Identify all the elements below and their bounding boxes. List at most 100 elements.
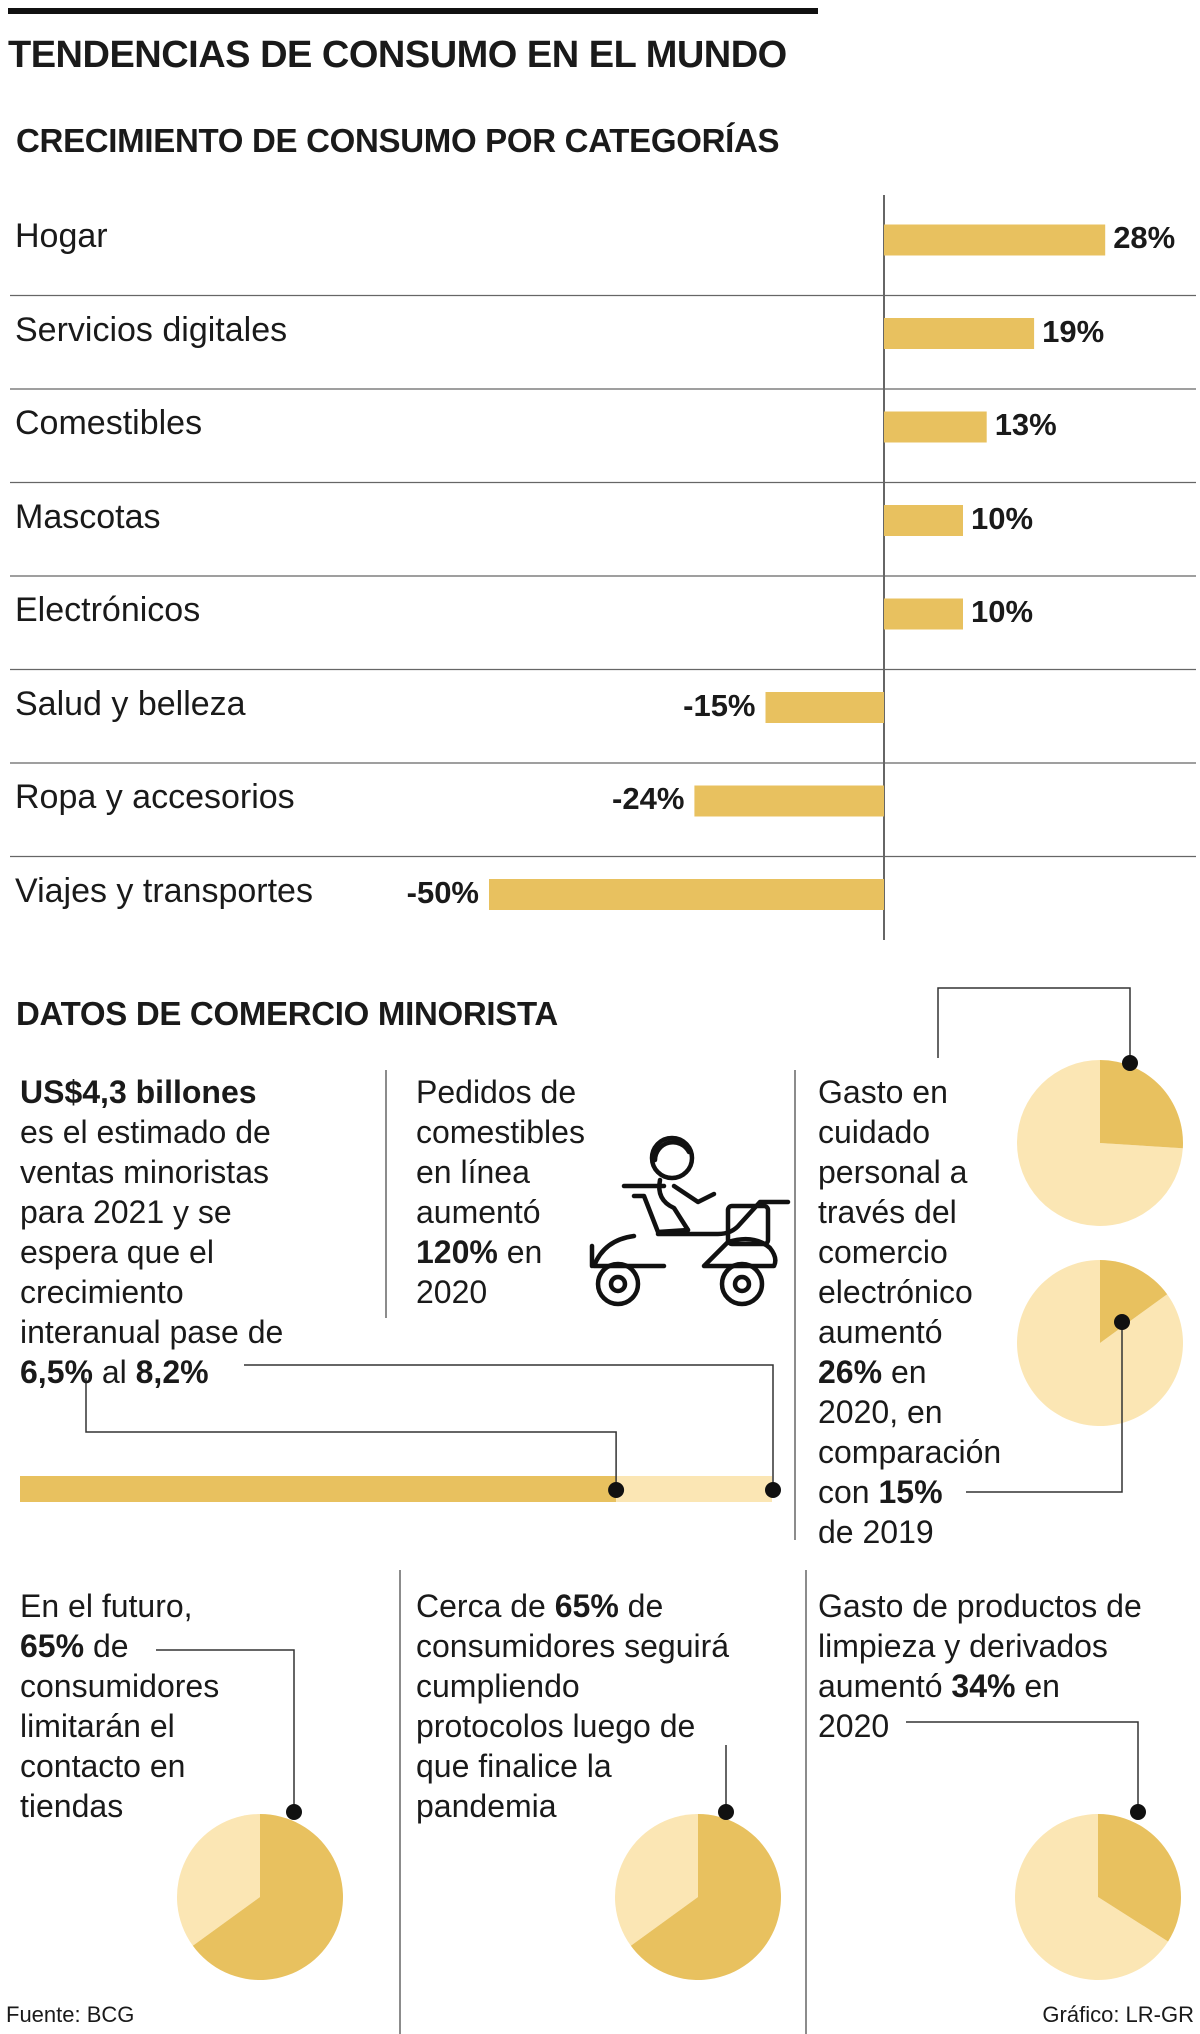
leader-6-5 — [85, 1378, 617, 1490]
retail-sales-line: interanual pase de — [20, 1314, 284, 1350]
value-label: 19% — [1042, 313, 1105, 349]
value-label: 10% — [971, 594, 1034, 629]
connector-text: aumentó — [818, 1668, 952, 1704]
category-label: Viajes y transportes — [15, 871, 313, 910]
bar — [884, 505, 963, 536]
category-label: Servicios digitales — [15, 310, 288, 349]
category-label: Electrónicos — [15, 591, 201, 629]
cleaning-value: 34% — [951, 1668, 1016, 1704]
growth-expected-value: 8,2% — [135, 1354, 209, 1390]
growth-current-value: 6,5% — [20, 1354, 93, 1390]
connector-text: de — [618, 1588, 664, 1624]
future-contact-value: 65% — [20, 1628, 85, 1664]
pie-personal-care-2020-rest — [1016, 1060, 1183, 1226]
bar — [884, 224, 1106, 256]
retail-section-title: DATOS DE COMERCIO MINORISTA — [16, 995, 558, 1032]
future-line: tiendas — [20, 1788, 124, 1824]
marker-8-2 — [765, 1482, 781, 1498]
protocols-line: que finalice la — [416, 1748, 612, 1784]
connector-text: en — [882, 1354, 927, 1390]
marker-6-5 — [608, 1482, 625, 1498]
pie-future-contact-slice — [192, 1814, 344, 1980]
growth-bar-expected — [616, 1476, 772, 1502]
leader-pie-limpieza — [906, 1721, 1139, 1812]
category-label: Ropa y accesorios — [15, 778, 295, 816]
retail-sales-line: es el estimado de — [20, 1114, 271, 1150]
bar — [884, 411, 987, 443]
connector-text: con — [818, 1474, 879, 1510]
retail-sales-line: espera que el — [20, 1234, 214, 1270]
protocols-line: pandemia — [416, 1788, 557, 1824]
growth-bar-current — [20, 1476, 617, 1502]
pie-cleaning-slice — [1098, 1814, 1181, 1942]
growth-bar-chart — [10, 195, 1196, 940]
personal-care-line: través del — [818, 1194, 957, 1230]
connector-text: en — [497, 1234, 543, 1270]
pie-future-contact-rest — [177, 1814, 260, 1946]
marker-pie-2019 — [1114, 1314, 1130, 1330]
grocery-line: comestibles — [416, 1114, 585, 1150]
marker-pie-futuro — [286, 1804, 302, 1820]
value-label: 13% — [994, 407, 1057, 442]
protocols-text: Cerca de 65% de consumidores seguirá cum… — [416, 1586, 796, 1826]
grocery-line: Pedidos de — [416, 1074, 577, 1110]
retail-sales-line: para 2021 y se — [20, 1194, 232, 1230]
grocery-line: aumentó — [416, 1194, 541, 1230]
pie-personal-care-2020-slice — [1100, 1060, 1183, 1149]
personal-care-text: Gasto en cuidado personal a través del c… — [818, 1072, 1038, 1552]
chart-title: CRECIMIENTO DE CONSUMO POR CATEGORÍAS — [16, 122, 780, 159]
category-label: Mascotas — [15, 497, 161, 536]
marker-pie-2020 — [1122, 1055, 1138, 1071]
personal-care-line: 2020, en — [818, 1394, 943, 1430]
personal-care-line: personal a — [818, 1154, 968, 1190]
bar — [884, 598, 963, 630]
retail-sales-line: ventas minoristas — [20, 1154, 269, 1190]
cleaning-line: limpieza y derivados — [818, 1628, 1108, 1664]
personal-care-line: de 2019 — [818, 1514, 934, 1550]
value-label: -50% — [406, 874, 479, 910]
value-label: -24% — [612, 781, 685, 816]
retail-sales-value: US$4,3 billones — [20, 1074, 257, 1110]
category-label: Hogar — [15, 217, 108, 255]
top-rule — [8, 8, 818, 14]
personal-care-2020-value: 26% — [818, 1354, 883, 1390]
value-label: 28% — [1113, 220, 1176, 255]
protocols-value: 65% — [554, 1588, 619, 1624]
marker-pie-limpieza — [1130, 1804, 1146, 1820]
personal-care-line: Gasto en — [818, 1074, 948, 1110]
category-label: Salud y belleza — [15, 684, 246, 723]
bar — [489, 879, 884, 910]
future-contact-text: En el futuro, 65% de consumidores limita… — [20, 1586, 300, 1826]
connector-text: de — [84, 1628, 129, 1664]
marker-pie-protocolos — [718, 1804, 734, 1820]
connector-text: al — [92, 1354, 136, 1390]
connector-text: Cerca de — [416, 1588, 555, 1624]
protocols-line: consumidores seguirá — [416, 1628, 730, 1664]
value-label: -15% — [683, 687, 756, 723]
future-line: limitarán el — [20, 1708, 175, 1744]
category-label: Comestibles — [15, 404, 203, 442]
page-title: TENDENCIAS DE CONSUMO EN EL MUNDO — [8, 34, 787, 76]
future-line: En el futuro, — [20, 1588, 193, 1624]
leader-pie-2020 — [937, 987, 1131, 1063]
future-line: contacto en — [20, 1748, 186, 1784]
grocery-orders-text: Pedidos de comestibles en línea aumentó … — [416, 1072, 636, 1312]
leader-pie-2019 — [966, 1322, 1123, 1493]
personal-care-2019-value: 15% — [878, 1474, 943, 1510]
bar — [884, 318, 1035, 349]
grocery-year: 2020 — [416, 1274, 488, 1310]
personal-care-line: aumentó — [818, 1314, 943, 1350]
personal-care-line: electrónico — [818, 1274, 973, 1310]
source-note: Fuente: BCG — [6, 2002, 135, 2027]
pie-cleaning-rest — [1014, 1814, 1169, 1980]
credit-note: Gráfico: LR-GR — [1042, 2002, 1194, 2027]
cleaning-year: 2020 — [818, 1708, 890, 1744]
future-line: consumidores — [20, 1668, 220, 1704]
pie-protocols-rest — [615, 1814, 698, 1946]
bar — [694, 785, 884, 817]
connector-text: en — [1015, 1668, 1060, 1704]
grocery-growth-value: 120% — [416, 1234, 498, 1270]
personal-care-line: comparación — [818, 1434, 1002, 1470]
protocols-line: cumpliendo — [416, 1668, 580, 1704]
